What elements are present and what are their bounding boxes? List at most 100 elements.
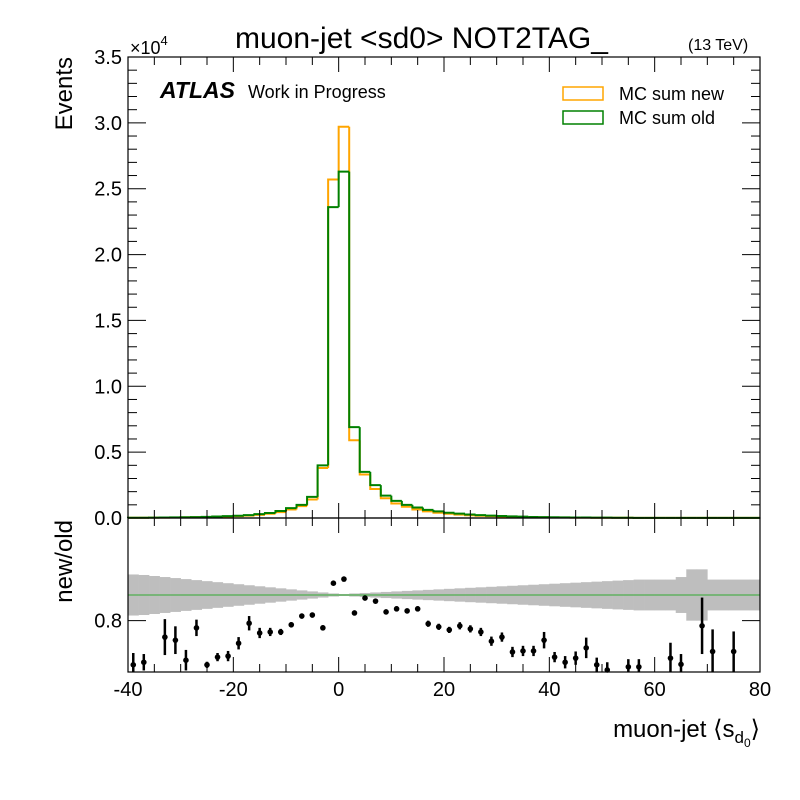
histogram-step [337, 125, 350, 180]
histogram-step [263, 511, 276, 515]
histogram-step [369, 471, 381, 487]
ratio-point [709, 648, 716, 655]
ratio-y-axis-label: new/old [51, 520, 78, 603]
ratio-point [583, 645, 589, 651]
ratio-point [277, 629, 284, 635]
ratio-point [288, 621, 295, 628]
histogram-step [485, 514, 497, 517]
histogram-step [400, 500, 413, 506]
x-tick-label: 0 [333, 679, 344, 701]
status-label: Work in Progress [248, 82, 386, 102]
y-axis-label: Events [51, 57, 78, 130]
y-tick-label: 0.0 [94, 508, 122, 530]
x-label-end: ⟩ [751, 716, 760, 743]
ratio-point [141, 659, 147, 666]
histogram-step [421, 507, 434, 511]
ratio-point [499, 634, 505, 640]
ratio-point [214, 654, 221, 660]
ratio-point [730, 648, 737, 655]
ratio-point [488, 638, 495, 644]
legend-label: MC sum new [619, 84, 725, 104]
y-tick-label: 2.0 [94, 245, 122, 267]
ratio-point [636, 664, 642, 670]
experiment-label: ATLAS [159, 77, 236, 103]
legend-label: MC sum old [619, 108, 715, 128]
ratio-point [425, 620, 432, 627]
ratio-point [330, 580, 337, 586]
y-multiplier: ×104 [130, 33, 168, 58]
y-tick-label: 2.5 [94, 179, 122, 201]
y-multiplier-exp: 4 [161, 33, 168, 48]
ratio-y-tick-label: 0.8 [94, 611, 122, 633]
histogram-step [474, 514, 487, 517]
histogram-step [464, 513, 476, 516]
y-multiplier-base: ×10 [130, 38, 161, 58]
histogram-step [348, 171, 360, 429]
ratio-point [320, 625, 326, 631]
ratio-point [162, 634, 168, 640]
y-tick-label: 0.5 [94, 442, 122, 464]
chart-title: muon-jet <sd0> NOT2TAG_ [235, 22, 609, 55]
x-tick-label: -40 [114, 679, 143, 701]
histogram-step [453, 512, 466, 515]
x-label-sub: d [734, 728, 743, 747]
ratio-point [509, 649, 516, 655]
histogram-step [337, 170, 350, 208]
y-tick-label: 1.5 [94, 310, 122, 332]
ratio-point [541, 637, 547, 643]
ratio-point [193, 625, 200, 631]
ratio-point [267, 629, 274, 635]
ratio-point [478, 629, 484, 635]
ratio-point [562, 659, 568, 666]
ratio-point [551, 654, 558, 660]
x-label-subsub: 0 [744, 736, 751, 750]
histogram-step [306, 495, 318, 505]
x-tick-label: 20 [433, 679, 455, 701]
ratio-point [446, 627, 453, 633]
ratio-point [383, 609, 389, 615]
y-tick-label: 3.5 [94, 47, 122, 69]
ratio-point [362, 595, 368, 601]
ratio-point [372, 598, 379, 604]
energy-label: (13 TeV) [688, 37, 748, 54]
ratio-point [667, 655, 674, 661]
histogram-step [379, 485, 392, 497]
ratio-point [467, 626, 474, 632]
ratio-point [572, 655, 579, 661]
ratio-point [530, 648, 537, 654]
ratio-point [246, 620, 252, 627]
ratio-point [414, 606, 421, 612]
histogram-step [432, 509, 444, 513]
ratio-point [435, 624, 442, 630]
ratio-point [309, 612, 316, 618]
ratio-point [256, 630, 263, 636]
y-tick-label: 3.0 [94, 113, 122, 135]
histogram-step [390, 495, 402, 502]
histogram-step [274, 510, 286, 513]
ratio-point [404, 608, 410, 614]
ratio-point [520, 648, 526, 654]
y-tick-label: 1.0 [94, 376, 122, 398]
ratio-point [235, 640, 242, 647]
ratio-point [393, 606, 400, 612]
ratio-point [130, 662, 137, 668]
ratio-point [604, 667, 611, 673]
x-label-main: muon-jet ⟨s [613, 716, 734, 743]
histogram-step [358, 427, 371, 473]
x-tick-label: 40 [538, 679, 560, 701]
histogram-step [295, 503, 308, 509]
histogram-step [316, 464, 329, 497]
ratio-point [699, 623, 705, 629]
legend-swatch [562, 86, 604, 101]
histogram-step [253, 513, 265, 516]
legend-swatch [562, 110, 604, 125]
ratio-point [225, 653, 231, 659]
x-axis-label: muon-jet ⟨sd0⟩ [613, 716, 760, 750]
histogram-step [327, 206, 339, 466]
x-tick-label: 60 [644, 679, 666, 701]
ratio-point [341, 576, 347, 582]
ratio-point [299, 613, 305, 619]
ratio-point [457, 623, 463, 629]
ratio-point [172, 637, 179, 643]
